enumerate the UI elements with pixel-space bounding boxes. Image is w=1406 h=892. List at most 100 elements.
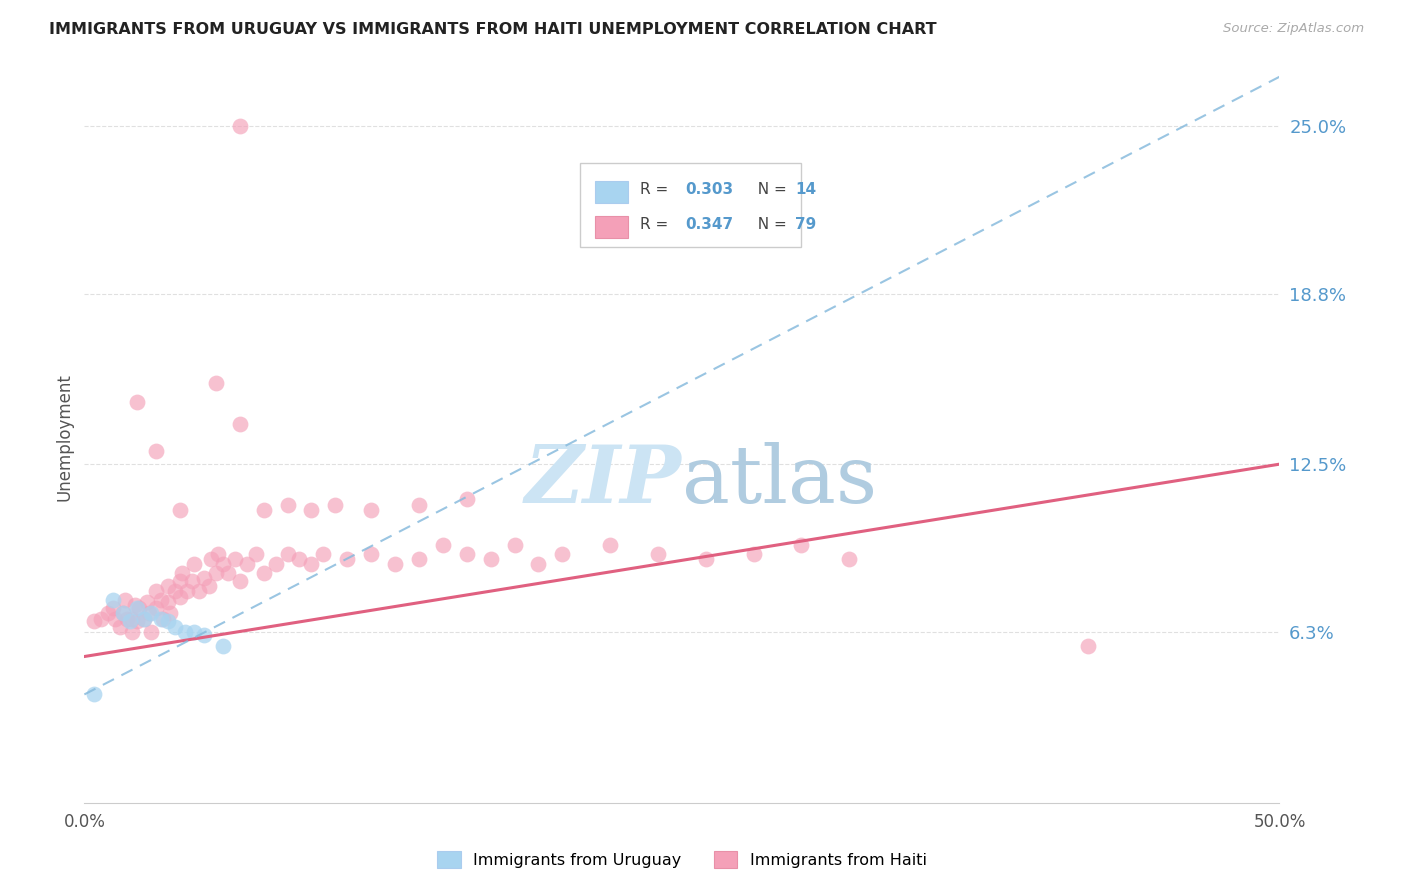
Point: [197, 579, 219, 593]
Point: [111, 606, 134, 620]
Point: [301, 558, 323, 572]
Point: [141, 606, 163, 620]
Point: [169, 503, 191, 517]
Point: [408, 552, 430, 566]
Point: [83, 688, 105, 702]
Point: [212, 639, 235, 653]
Point: [253, 566, 276, 580]
Point: [183, 625, 205, 640]
Point: [277, 547, 299, 561]
Point: [245, 547, 267, 561]
Text: atlas: atlas: [682, 442, 877, 520]
Point: [193, 571, 215, 585]
FancyBboxPatch shape: [595, 216, 628, 238]
Text: N =: N =: [748, 182, 792, 197]
Point: [229, 417, 252, 431]
Point: [479, 552, 502, 566]
Point: [181, 574, 204, 588]
Point: [312, 547, 335, 561]
Point: [145, 600, 167, 615]
Point: [742, 547, 765, 561]
Point: [236, 558, 259, 572]
Text: 0.303: 0.303: [686, 182, 734, 197]
Point: [152, 611, 174, 625]
Text: R =: R =: [640, 182, 673, 197]
Point: [125, 615, 148, 629]
Point: [217, 566, 239, 580]
Point: [790, 538, 813, 552]
Point: [193, 628, 215, 642]
Point: [176, 584, 198, 599]
Point: [288, 552, 311, 566]
Point: [169, 590, 191, 604]
Point: [695, 552, 717, 566]
Point: [128, 600, 150, 615]
Point: [125, 395, 148, 409]
Point: [157, 615, 180, 629]
Point: [165, 584, 187, 599]
Point: [188, 584, 211, 599]
Point: [432, 538, 454, 552]
Point: [141, 625, 163, 640]
Point: [101, 592, 124, 607]
Point: [145, 443, 167, 458]
Point: [207, 547, 229, 561]
Point: [124, 598, 146, 612]
Point: [384, 558, 406, 572]
Point: [229, 574, 252, 588]
Point: [111, 606, 134, 620]
Point: [117, 611, 139, 625]
Point: [132, 611, 156, 625]
Point: [408, 498, 430, 512]
Point: [503, 538, 526, 552]
Point: [229, 119, 252, 133]
Point: [200, 552, 222, 566]
Text: N =: N =: [748, 218, 792, 233]
Point: [599, 538, 621, 552]
Point: [456, 547, 478, 561]
Point: [90, 611, 112, 625]
Point: [360, 547, 382, 561]
Point: [336, 552, 359, 566]
Point: [138, 606, 160, 620]
Point: [83, 615, 105, 629]
Point: [97, 606, 120, 620]
Point: [165, 620, 187, 634]
Point: [325, 498, 347, 512]
Text: 79: 79: [796, 218, 817, 233]
Text: R =: R =: [640, 218, 673, 233]
Point: [110, 620, 132, 634]
Point: [264, 558, 287, 572]
Point: [101, 600, 124, 615]
FancyBboxPatch shape: [595, 181, 628, 203]
Point: [159, 606, 181, 620]
Point: [301, 503, 323, 517]
Point: [183, 558, 205, 572]
Text: 0.347: 0.347: [686, 218, 734, 233]
Legend: Immigrants from Uruguay, Immigrants from Haiti: Immigrants from Uruguay, Immigrants from…: [437, 851, 927, 868]
Point: [253, 503, 276, 517]
Point: [121, 625, 143, 640]
Point: [205, 566, 228, 580]
Point: [212, 558, 235, 572]
Point: [551, 547, 574, 561]
Point: [169, 574, 191, 588]
Point: [104, 611, 127, 625]
Point: [1077, 639, 1099, 653]
Text: IMMIGRANTS FROM URUGUAY VS IMMIGRANTS FROM HAITI UNEMPLOYMENT CORRELATION CHART: IMMIGRANTS FROM URUGUAY VS IMMIGRANTS FR…: [49, 22, 936, 37]
Point: [224, 552, 246, 566]
Text: 14: 14: [796, 182, 817, 197]
Point: [157, 579, 180, 593]
Y-axis label: Unemployment: Unemployment: [55, 373, 73, 501]
Point: [205, 376, 228, 390]
Point: [173, 625, 195, 640]
Point: [118, 615, 141, 629]
Point: [132, 611, 156, 625]
Text: ZIP: ZIP: [524, 442, 682, 520]
Point: [149, 592, 172, 607]
Text: Source: ZipAtlas.com: Source: ZipAtlas.com: [1223, 22, 1364, 36]
Point: [647, 547, 669, 561]
Point: [135, 595, 157, 609]
FancyBboxPatch shape: [581, 163, 801, 247]
Point: [527, 558, 550, 572]
